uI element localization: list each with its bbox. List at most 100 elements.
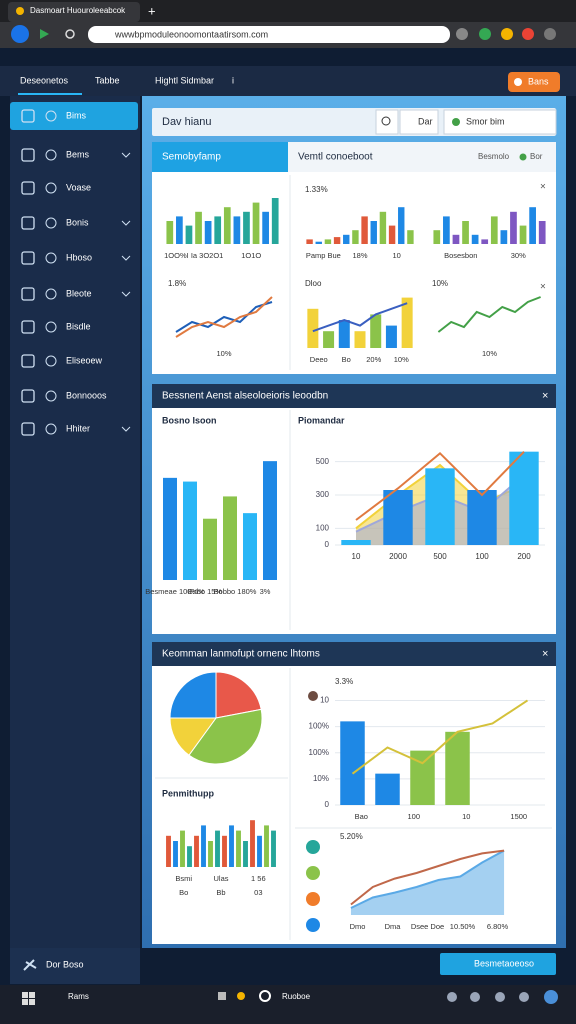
taskbar-item[interactable]: Rams xyxy=(68,992,89,1001)
y-tick-label: 100% xyxy=(309,748,329,757)
sidebar-item[interactable]: Bisdle xyxy=(66,321,91,331)
toolbar-icon[interactable] xyxy=(544,28,556,40)
bar xyxy=(462,221,469,244)
footer-button[interactable] xyxy=(440,953,556,975)
toolbar-icon[interactable] xyxy=(501,28,513,40)
line xyxy=(437,296,541,333)
close-icon[interactable]: × xyxy=(540,182,546,193)
bar xyxy=(166,221,174,244)
tab[interactable] xyxy=(8,2,140,22)
tray-icon[interactable] xyxy=(544,990,558,1004)
nav-item[interactable]: Deseonetos xyxy=(20,75,69,85)
bar xyxy=(195,211,202,244)
sidebar-icon xyxy=(21,287,35,301)
line xyxy=(351,699,529,775)
bar xyxy=(214,216,222,244)
sidebar-item[interactable]: Hboso xyxy=(66,252,92,262)
panel-tab-label: Semobyfamp xyxy=(162,152,221,163)
tab-title: Dasmoart Huouroleeabcok xyxy=(30,6,126,15)
x-tick-label: 10 xyxy=(352,552,361,561)
chart-label: 10% xyxy=(394,355,409,364)
nav-item[interactable]: Hightl Sidmbar xyxy=(155,75,214,85)
chart-label: 20% xyxy=(366,355,381,364)
taskbar-icon xyxy=(218,992,226,1000)
x-tick-label: 500 xyxy=(433,552,447,561)
line xyxy=(175,301,273,333)
bar xyxy=(375,773,400,805)
sidebar-icon xyxy=(21,109,35,123)
toolbar-icon[interactable] xyxy=(479,28,491,40)
start-icon[interactable] xyxy=(29,999,35,1005)
nav-item[interactable]: i xyxy=(232,75,234,85)
sidebar-item[interactable]: Bonnooos xyxy=(66,390,107,400)
reload-button[interactable] xyxy=(65,29,75,39)
start-icon[interactable] xyxy=(29,992,35,998)
search-icon[interactable] xyxy=(259,990,271,1002)
line xyxy=(175,296,273,338)
panel-header xyxy=(152,642,556,666)
chart-note: 1.8% xyxy=(168,279,186,288)
label: Smor bim xyxy=(466,116,505,126)
bar xyxy=(354,331,366,348)
y-tick-label: 100 xyxy=(316,523,330,532)
bar xyxy=(433,230,441,244)
chart-label: Bsbo 15% xyxy=(188,587,223,596)
bar xyxy=(180,830,185,867)
chart-label: 100 xyxy=(407,812,420,821)
forward-button[interactable] xyxy=(40,29,49,39)
search-button[interactable] xyxy=(375,109,399,135)
toolbar-icon[interactable] xyxy=(522,28,534,40)
nav-item[interactable]: Tabbe xyxy=(95,75,120,85)
toolbar-icon[interactable] xyxy=(456,28,468,40)
nav-button[interactable] xyxy=(508,72,560,92)
legend-dot xyxy=(519,153,527,161)
bar xyxy=(252,202,260,244)
bar xyxy=(467,490,497,545)
bar xyxy=(324,239,332,244)
panel-tab[interactable] xyxy=(152,142,288,172)
chart-label: Besmeae 100%% xyxy=(145,587,205,596)
chart-label: 1 56 xyxy=(251,874,266,883)
back-button[interactable] xyxy=(11,25,29,43)
sidebar-item[interactable]: Voase xyxy=(66,182,91,192)
select[interactable] xyxy=(443,109,557,135)
chart-label: Deeo xyxy=(310,355,328,364)
panel-title: Bessnent Aenst alseoloeioris leoodbn xyxy=(162,391,328,402)
select-icon xyxy=(452,118,460,126)
panel-title: Keomman lanmofupt ornenc lhtoms xyxy=(162,649,320,660)
taskbar-item[interactable]: Ruoboe xyxy=(282,992,311,1001)
sidebar-item[interactable]: Bleote xyxy=(66,288,92,298)
sidebar-icon xyxy=(45,110,57,122)
bar xyxy=(271,198,279,244)
chart-note: 1.33% xyxy=(305,185,328,194)
bar xyxy=(243,211,250,244)
chevron xyxy=(121,426,131,432)
sidebar-icon xyxy=(21,251,35,265)
close-icon[interactable]: × xyxy=(542,390,548,402)
bar xyxy=(203,518,217,580)
chart-label: Bao xyxy=(355,812,368,821)
tray-icon xyxy=(470,992,480,1002)
sidebar-item[interactable]: Bims xyxy=(66,110,86,120)
filter-button[interactable] xyxy=(399,109,439,135)
address-bar[interactable] xyxy=(88,26,450,43)
x-tick-label: 100 xyxy=(475,552,489,561)
chart-label: 1500 xyxy=(510,812,527,821)
new-tab[interactable]: + xyxy=(148,3,156,18)
close-icon[interactable]: × xyxy=(542,648,548,660)
sidebar-item[interactable]: Bems xyxy=(66,149,90,159)
chart-label: 3% xyxy=(260,587,271,596)
start-icon[interactable] xyxy=(22,992,28,998)
start-icon[interactable] xyxy=(22,999,28,1005)
bar xyxy=(529,207,536,244)
bar xyxy=(243,841,248,867)
bar xyxy=(509,451,539,545)
x-tick-label: 200 xyxy=(517,552,531,561)
bar xyxy=(383,490,413,545)
close-icon[interactable]: × xyxy=(540,282,546,293)
sidebar-active xyxy=(10,102,138,130)
sidebar-item[interactable]: Bonis xyxy=(66,217,89,227)
sidebar-item[interactable]: Eliseoew xyxy=(66,355,103,365)
sidebar-item[interactable]: Hhiter xyxy=(66,423,90,433)
